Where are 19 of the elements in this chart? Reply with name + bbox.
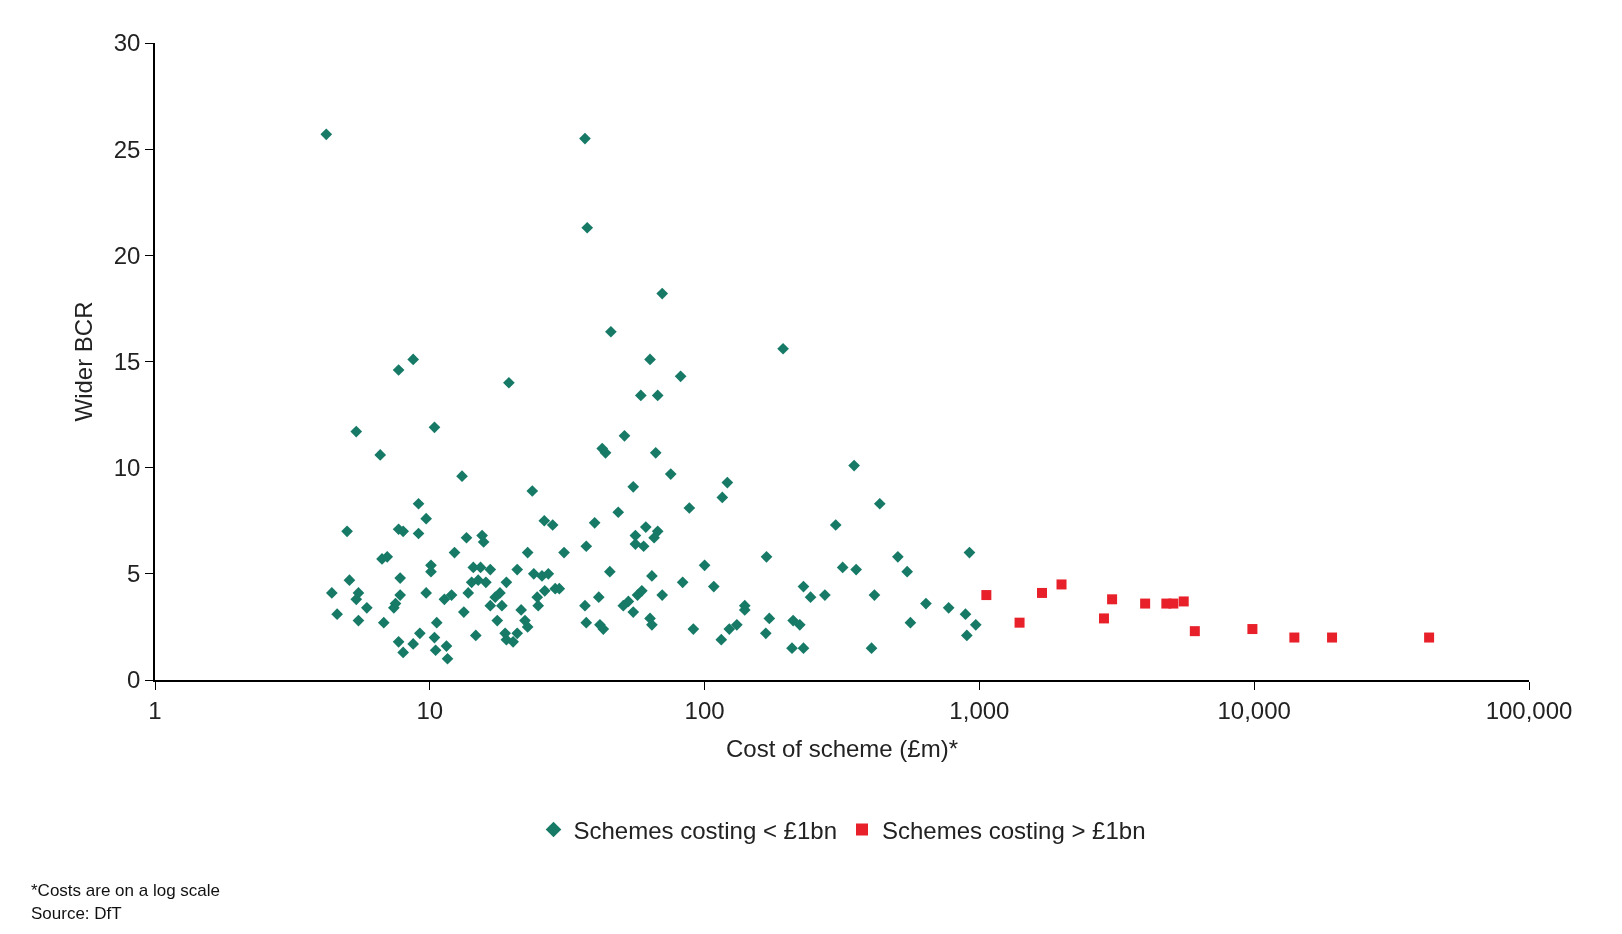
- y-tick-label: 25: [113, 135, 141, 163]
- y-tick-label: 15: [113, 347, 141, 375]
- legend-label: Schemes costing < £1bn: [573, 816, 837, 844]
- x-tick-label: 100,000: [1485, 696, 1573, 724]
- x-tick-label: 100: [684, 696, 725, 724]
- text: *Costs are on a log scale: [31, 881, 220, 900]
- source-note: Source: DfT: [31, 904, 122, 923]
- x-axis-title: Cost of scheme (£m)*: [725, 735, 959, 763]
- y-tick-label: 20: [113, 241, 141, 269]
- legend-label: Schemes costing > £1bn: [882, 816, 1146, 844]
- y-axis-title: Wider BCR: [70, 301, 98, 422]
- x-tick-label: 10: [416, 696, 444, 724]
- y-tick-label: 5: [127, 560, 141, 588]
- x-tick-label: 1: [148, 696, 162, 724]
- y-tick-label: 0: [127, 666, 141, 694]
- y-tick-label: 10: [113, 454, 141, 482]
- x-tick-label: 1,000: [949, 696, 1010, 724]
- y-tick-label: 30: [113, 29, 141, 57]
- x-tick-label: 10,000: [1217, 696, 1291, 724]
